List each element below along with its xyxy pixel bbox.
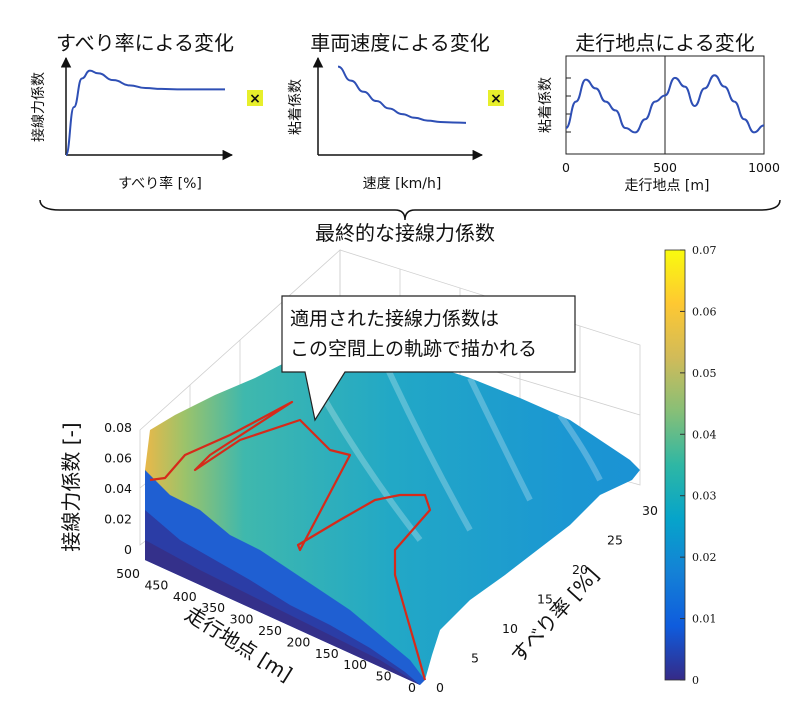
y-tick-5: 25	[607, 533, 623, 548]
y-tick-0: 0	[436, 680, 444, 695]
callout-line-1: 適用された接線力係数は	[290, 308, 499, 330]
surface-front-lower	[145, 510, 420, 685]
x-tick-0: 0	[408, 680, 416, 695]
panel2-xlabel: 速度 [km/h]	[363, 176, 442, 192]
panel3-xtick-0: 0	[562, 160, 570, 175]
z-axis-label: 接線力係数 [-]	[59, 422, 83, 551]
x-tick-10: 500	[116, 566, 140, 581]
z-tick-1: 0.02	[104, 512, 132, 527]
x-tick-3: 150	[315, 646, 339, 661]
callout: 適用された接線力係数は この空間上の軌跡で描かれる	[281, 295, 576, 422]
colorbar-tick-2: 0.02	[692, 551, 717, 564]
colorbar-tick-6: 0.06	[692, 305, 717, 318]
panel-slip-ratio: すべり率による変化 接線力係数 すべり率 [%] ×	[30, 31, 263, 192]
colorbar-ticks: 0 0.01 0.02 0.03 0.04 0.05 0.06 0.07	[680, 244, 717, 687]
x-tick-4: 200	[286, 634, 310, 649]
x-axis-ticks: 0 50 100 150 200 250 300 350 400 450 500	[116, 566, 416, 695]
panel-speed: 車両速度による変化 粘着係数 速度 [km/h] ×	[288, 31, 504, 192]
colorbar-tick-4: 0.04	[692, 428, 717, 441]
y-tick-1: 5	[471, 651, 479, 666]
colorbar-tick-1: 0.01	[692, 613, 717, 626]
multiply-icon-1: ×	[249, 91, 261, 107]
combine-brace	[39, 199, 781, 221]
z-tick-2: 0.04	[104, 481, 132, 496]
colorbar-tick-7: 0.07	[692, 244, 717, 257]
callout-line-2: この空間上の軌跡で描かれる	[290, 338, 537, 360]
x-tick-9: 450	[144, 577, 168, 592]
y-tick-2: 10	[502, 621, 518, 636]
y-axis-label: すべり率 [%]	[506, 563, 604, 668]
colorbar-tick-0: 0	[692, 674, 699, 687]
callout-box	[281, 295, 576, 422]
x-tick-6: 300	[230, 612, 254, 627]
colorbar-tick-3: 0.03	[692, 490, 717, 503]
panel2-ylabel: 粘着係数	[288, 79, 304, 135]
y-tick-6: 30	[642, 503, 658, 518]
panel3-ylabel: 粘着係数	[538, 77, 554, 133]
panel-position: 走行地点による変化 粘着係数 0 500 1000 走行地点 [m]	[538, 31, 780, 194]
panel3-xtick-1: 500	[653, 160, 677, 175]
z-tick-0: 0	[124, 542, 132, 557]
x-tick-8: 400	[173, 589, 197, 604]
colorbar-bar	[664, 249, 686, 681]
y-tick-3: 15	[537, 592, 553, 607]
z-tick-3: 0.06	[104, 451, 132, 466]
multiply-marker-2	[488, 90, 504, 106]
panel3-xtick-2: 1000	[748, 160, 780, 175]
colorbar: 0 0.01 0.02 0.03 0.04 0.05 0.06 0.07	[664, 244, 717, 687]
x-tick-7: 350	[201, 600, 225, 615]
y-tick-4: 20	[572, 562, 588, 577]
x-tick-5: 250	[258, 623, 282, 638]
trajectory-line	[149, 400, 432, 681]
z-axis-ticks: 0 0.02 0.04 0.06 0.08	[104, 420, 132, 557]
surface-front-upper	[145, 470, 425, 685]
panel3-curve	[565, 74, 765, 134]
panel1-xlabel: すべり率 [%]	[118, 175, 202, 192]
multiply-marker-1	[247, 90, 263, 106]
panel1-ylabel: 接線力係数	[30, 72, 47, 142]
panel1-curve	[65, 69, 225, 156]
panel3-title: 走行地点による変化	[575, 31, 754, 55]
surface-title: 最終的な接線力係数	[315, 221, 495, 245]
surface-plot: 00.020.040.060.08 接線力係数 [-] 050100150200…	[59, 249, 658, 695]
z-tick-4: 0.08	[104, 420, 132, 435]
panel1-title: すべり率による変化	[56, 31, 234, 55]
surface-front-base	[145, 540, 420, 685]
multiply-icon-2: ×	[490, 91, 502, 107]
panel2-curve	[337, 65, 467, 124]
colorbar-tick-5: 0.05	[692, 367, 717, 380]
x-tick-2: 100	[343, 657, 367, 672]
panel3-xlabel: 走行地点 [m]	[624, 178, 709, 194]
y-axis-ticks: 0 5 10 15 20 25 30	[436, 503, 658, 695]
x-tick-1: 50	[376, 669, 392, 684]
panel2-title: 車両速度による変化	[310, 31, 489, 55]
